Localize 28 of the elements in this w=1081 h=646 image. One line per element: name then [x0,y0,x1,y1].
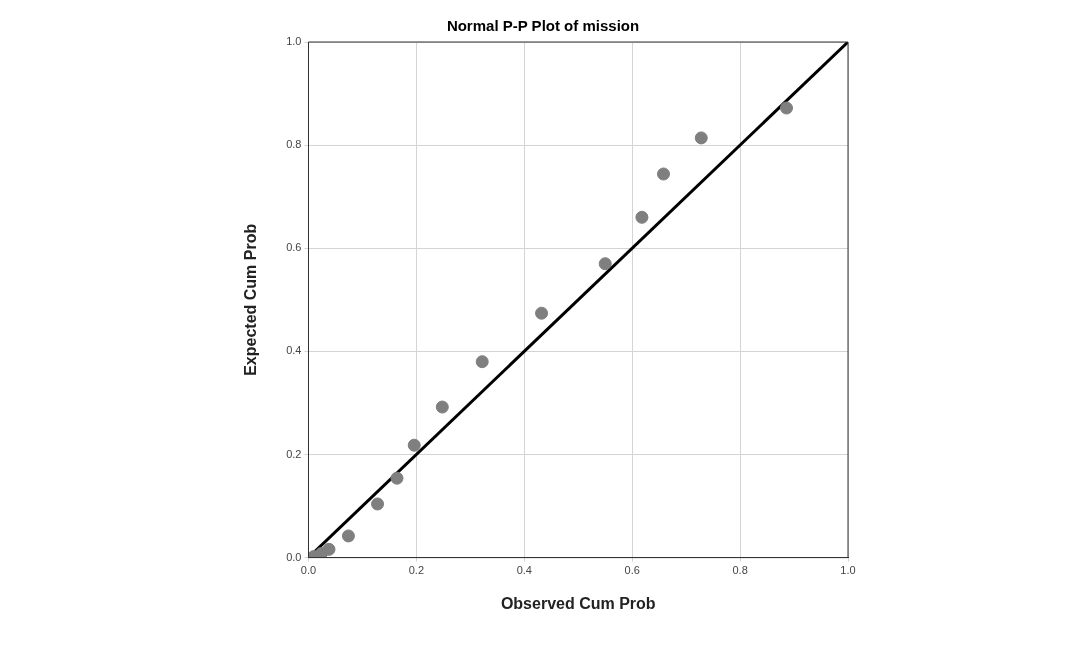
x-tick-label: 0.8 [732,564,748,577]
y-tick-label: 0.8 [286,138,302,151]
y-axis-title: Expected Cum Prob [242,223,260,376]
point [407,438,421,452]
y-tick-label: 0.4 [286,344,302,357]
point [435,400,449,414]
x-tick-label: 0.0 [300,564,317,577]
point [475,355,489,369]
x-tick-label: 0.4 [516,564,532,577]
point [535,306,549,320]
point [656,167,670,181]
y-tick-label: 0.2 [286,447,302,460]
point [694,131,708,145]
chart-title: Normal P-P Plot of mission [446,17,640,35]
point [780,101,793,115]
x-axis-title: Observed Cum Prob [500,594,656,612]
y-tick-label: 1.0 [286,35,302,48]
point [322,542,336,556]
point [341,529,355,543]
x-tick-label: 0.2 [408,564,425,577]
y-tick-label: 0.6 [286,241,302,254]
y-tick-label: 0.0 [286,550,302,563]
point [635,210,649,224]
point [371,497,385,511]
point [390,471,404,485]
x-tick-label: 0.6 [624,564,640,577]
point [598,257,612,271]
x-tick-label: 1.0 [840,564,856,577]
